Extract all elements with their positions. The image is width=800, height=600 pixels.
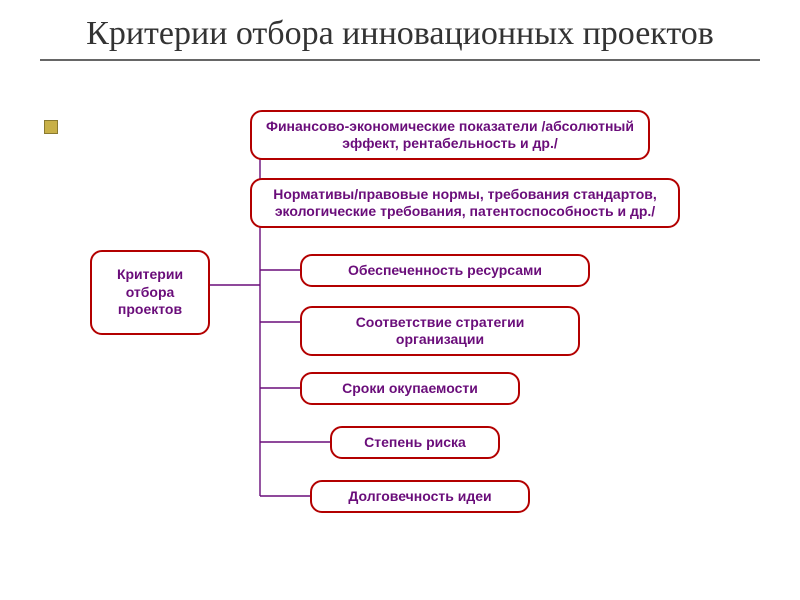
bullet-square-icon: [44, 120, 58, 134]
root-node: Критерии отбора проектов: [90, 250, 210, 335]
child-node: Сроки окупаемости: [300, 372, 520, 405]
child-node-label: Обеспеченность ресурсами: [348, 262, 542, 278]
child-node: Долговечность идеи: [310, 480, 530, 513]
child-node: Соответствие стратегии организации: [300, 306, 580, 356]
child-node-label: Финансово-экономические показатели /абсо…: [266, 118, 634, 151]
title-underline: [40, 59, 760, 61]
child-node-label: Нормативы/правовые нормы, требования ста…: [273, 186, 657, 219]
slide-title-wrap: Критерии отбора инновационных проектов: [0, 0, 800, 53]
child-node: Финансово-экономические показатели /абсо…: [250, 110, 650, 160]
criteria-tree: Критерии отбора проектов Финансово-эконо…: [90, 110, 770, 580]
child-node-label: Долговечность идеи: [348, 488, 491, 504]
child-node: Нормативы/правовые нормы, требования ста…: [250, 178, 680, 228]
child-node-label: Степень риска: [364, 434, 466, 450]
slide-title: Критерии отбора инновационных проектов: [40, 14, 760, 53]
child-node: Степень риска: [330, 426, 500, 459]
child-node: Обеспеченность ресурсами: [300, 254, 590, 287]
root-node-label: Критерии отбора проектов: [117, 266, 183, 317]
child-node-label: Сроки окупаемости: [342, 380, 478, 396]
child-node-label: Соответствие стратегии организации: [356, 314, 525, 347]
